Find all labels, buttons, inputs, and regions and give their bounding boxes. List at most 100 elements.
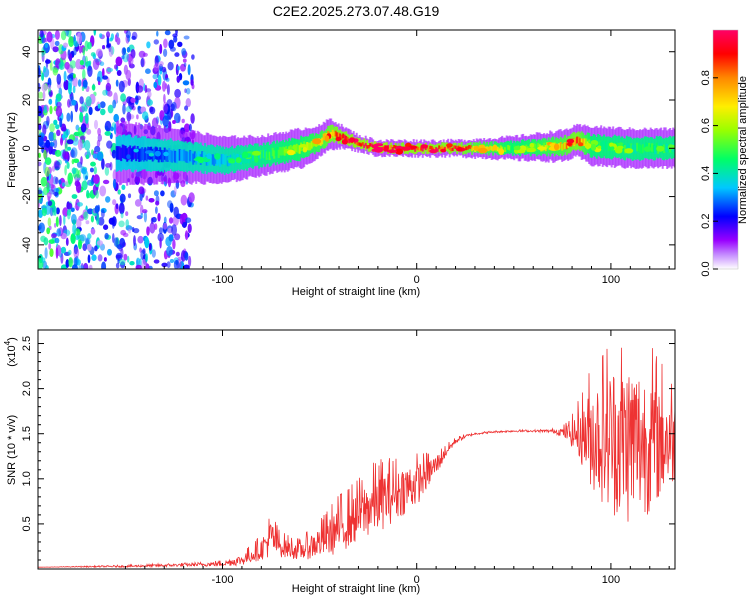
noise-blob — [184, 251, 189, 261]
ridge-peak — [395, 148, 404, 155]
ridge-cell — [144, 147, 147, 161]
snr-series-line — [38, 347, 675, 569]
noise-blob — [144, 236, 150, 249]
noise-blob — [67, 74, 74, 81]
noise-blob — [76, 32, 83, 45]
noise-blob — [103, 224, 109, 230]
ridge-cell — [454, 145, 457, 149]
snr-ylabel: SNR (10 * v/v) — [6, 415, 18, 485]
noise-blob — [138, 258, 142, 267]
ridge-cell — [130, 148, 133, 162]
snr-x-tick-label: 100 — [602, 574, 620, 586]
ridge-peak — [429, 149, 438, 154]
noise-blob — [73, 131, 81, 137]
ridge-cell — [295, 143, 298, 153]
noise-blob — [38, 209, 43, 218]
noise-blob — [76, 218, 82, 229]
ridge-cell — [217, 154, 220, 165]
ridge-cell — [393, 145, 396, 154]
noise-blob — [190, 79, 194, 86]
ridge-peak — [643, 146, 652, 152]
noise-blob — [59, 117, 63, 128]
noise-blob — [66, 112, 71, 122]
noise-blob — [74, 180, 81, 187]
noise-blob — [73, 246, 80, 259]
noise-blob — [106, 140, 113, 149]
noise-blob — [122, 103, 126, 115]
noise-blob — [166, 99, 173, 108]
noise-blob — [38, 135, 44, 147]
noise-blob — [151, 249, 156, 258]
noise-blob — [164, 30, 171, 36]
ridge-peak — [154, 150, 161, 157]
noise-blob — [145, 253, 148, 263]
ridge-cell — [177, 149, 180, 161]
noise-blob — [38, 91, 44, 99]
snr-marks — [38, 347, 675, 569]
ridge-cell — [601, 141, 604, 150]
noise-blob — [71, 99, 77, 106]
ridge-cell — [174, 150, 177, 163]
ridge-cell — [343, 134, 346, 140]
noise-blob — [168, 39, 175, 49]
noise-blob — [70, 147, 78, 159]
colorbar-frame — [712, 29, 739, 270]
ridge-peak — [254, 156, 259, 163]
noise-blob — [40, 176, 48, 187]
noise-blob — [64, 165, 67, 176]
noise-blob — [51, 233, 57, 239]
noise-blob — [56, 101, 62, 108]
noise-blob — [115, 262, 120, 269]
noise-blob — [118, 202, 125, 215]
noise-blob — [121, 47, 127, 56]
ridge-cell — [181, 149, 184, 162]
colorbar-tick-label: 0.0 — [700, 261, 712, 276]
ridge-peak — [517, 149, 526, 154]
noise-blob — [138, 50, 146, 58]
ridge-cell — [139, 148, 142, 162]
noise-blob — [85, 220, 90, 225]
noise-blob — [119, 258, 126, 266]
ridge-peak — [228, 158, 235, 162]
ridge-cell — [277, 149, 280, 158]
ridge-cell — [364, 142, 367, 147]
ridge-peak — [242, 151, 249, 159]
ridge-cell — [334, 130, 337, 137]
noise-blob — [169, 259, 174, 263]
noise-blob — [126, 111, 132, 122]
noise-blob — [54, 30, 60, 40]
ridge-peak — [341, 139, 348, 145]
ridge-cell — [262, 149, 265, 159]
noise-blob — [183, 35, 190, 40]
noise-blob — [156, 30, 159, 37]
noise-blob — [143, 210, 147, 223]
noise-blob — [63, 214, 66, 226]
noise-blob — [161, 262, 168, 268]
ridge-cell — [603, 141, 606, 150]
snr-y-tick-label: 1.0 — [21, 471, 33, 486]
noise-blob — [59, 215, 62, 227]
noise-blob — [116, 244, 123, 250]
ridge-cell — [252, 152, 255, 161]
ridge-peak — [656, 145, 665, 152]
noise-blob — [54, 149, 62, 157]
ridge-cell — [534, 143, 537, 150]
ridge-cell — [265, 151, 268, 160]
noise-blob — [140, 57, 145, 68]
ridge-cell — [213, 155, 216, 166]
noise-blob — [51, 165, 56, 172]
noise-blob — [159, 237, 162, 249]
ridge-cell — [367, 145, 370, 149]
noise-blob — [131, 31, 138, 40]
noise-blob — [106, 31, 110, 39]
ridge-cell — [211, 154, 214, 165]
ridge-cell — [225, 154, 228, 165]
noise-blob — [46, 192, 52, 199]
noise-blob — [112, 199, 117, 206]
ridge-cell — [322, 133, 325, 141]
noise-blob — [135, 95, 142, 101]
noise-blob — [97, 80, 101, 86]
ridge-cell — [393, 145, 396, 149]
noise-blob — [121, 55, 125, 60]
noise-blob — [113, 237, 119, 247]
